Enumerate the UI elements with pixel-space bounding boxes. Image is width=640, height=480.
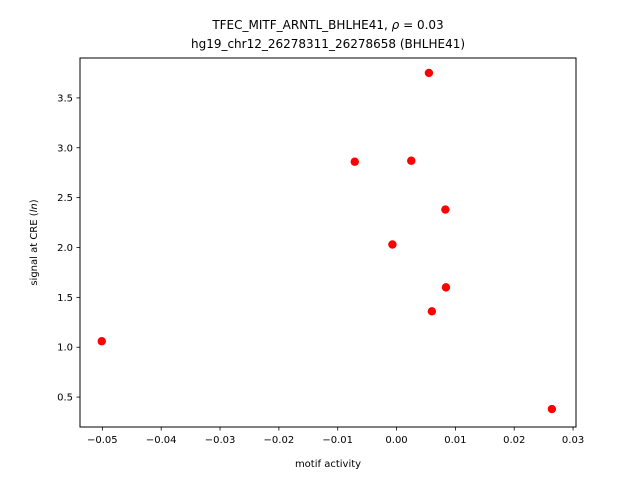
y-axis-label-prefix: signal at CRE (: [29, 212, 40, 285]
y-tick-label: 0.5: [57, 393, 73, 404]
x-tick-label: −0.04: [146, 435, 177, 446]
x-tick-label: 0.01: [444, 435, 466, 446]
y-tick-label: 1.5: [57, 293, 73, 304]
data-point: [97, 337, 106, 346]
data-points: [97, 68, 557, 414]
data-point: [350, 157, 359, 166]
y-axis-label: signal at CRE (ln): [29, 199, 40, 285]
data-point: [441, 283, 451, 292]
y-tick-label: 1.0: [57, 343, 73, 354]
chart-title: TFEC_MITF_ARNTL_BHLHE41, ρ = 0.03: [211, 18, 443, 32]
x-tick-label: −0.02: [264, 435, 295, 446]
plot-area-frame: [79, 57, 577, 428]
y-axis-ticks: 0.5 1.0 1.5 2.0 2.5 3.0 3.5: [57, 93, 80, 404]
y-tick-label: 2.5: [57, 193, 73, 204]
data-point: [441, 205, 450, 214]
x-tick-label: 0.02: [503, 435, 525, 446]
y-tick-label: 3.0: [57, 143, 73, 154]
data-point: [407, 156, 416, 165]
x-tick-label: −0.03: [205, 435, 236, 446]
y-tick-label: 3.5: [57, 93, 73, 104]
x-tick-label: −0.05: [87, 435, 118, 446]
chart-title-rho: ρ: [392, 18, 400, 32]
chart-subtitle: hg19_chr12_26278311_26278658 (BHLHE41): [191, 37, 465, 51]
chart-title-main: TFEC_MITF_ARNTL_BHLHE41,: [211, 18, 391, 32]
data-point: [424, 68, 434, 78]
data-point: [427, 307, 437, 316]
x-axis-ticks: −0.05 −0.04 −0.03 −0.02 −0.01 0.00 0.01 0.02 0.0…: [87, 427, 584, 446]
data-point: [388, 240, 397, 249]
x-tick-label: −0.01: [322, 435, 353, 446]
data-point: [547, 404, 557, 414]
y-axis-label-italic: ln: [29, 203, 40, 212]
x-axis-label: motif activity: [295, 459, 361, 470]
x-tick-label: 0.03: [562, 435, 584, 446]
y-tick-label: 2.0: [57, 243, 73, 254]
x-tick-label: 0.00: [385, 435, 407, 446]
chart-title-rho-value: = 0.03: [399, 18, 443, 32]
y-axis-label-suffix: ): [29, 199, 40, 203]
